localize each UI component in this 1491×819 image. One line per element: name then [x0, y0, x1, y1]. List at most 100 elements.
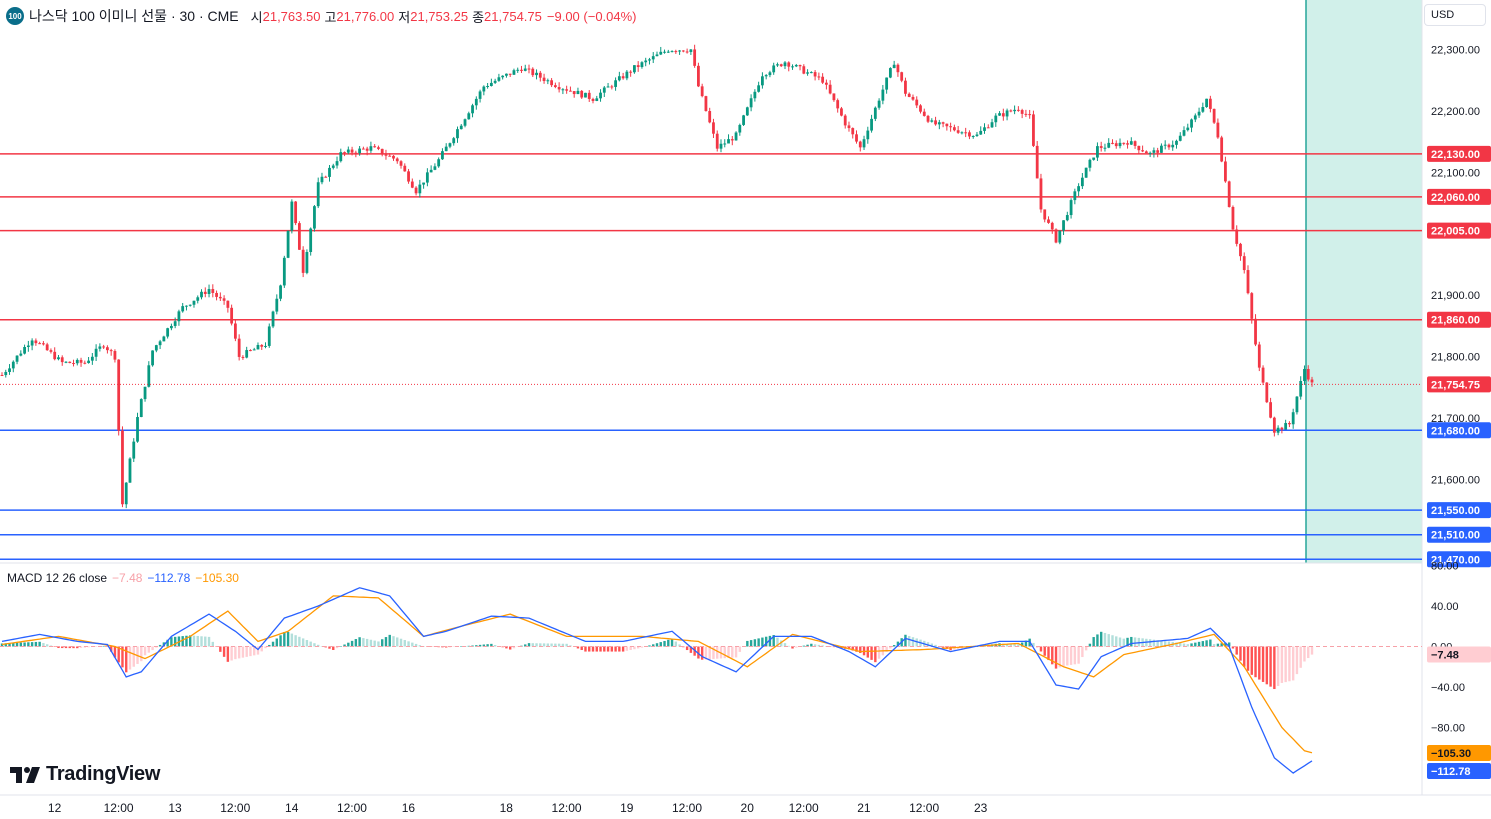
candle-body	[636, 65, 640, 68]
macd-hist-bar	[305, 640, 309, 647]
macd-hist-bar	[904, 634, 907, 647]
candle-body	[1137, 145, 1141, 151]
macd-hist-bar	[700, 646, 704, 660]
candle-body	[809, 72, 813, 74]
macd-hist-bar	[659, 642, 662, 647]
candle-body	[689, 49, 693, 52]
macd-hist-bar	[847, 646, 851, 650]
macd-hist-bar	[132, 646, 135, 667]
candle-body	[749, 98, 753, 108]
candle-body	[1212, 108, 1216, 123]
macd-hist-bar	[546, 643, 550, 647]
candle-body	[1096, 146, 1099, 158]
symbol-title[interactable]: 나스닥 100 이미니 선물 · 30 · CME	[29, 8, 239, 24]
macd-hist-bar	[1032, 642, 1035, 647]
candle-body	[1043, 209, 1047, 220]
level-label-bg	[1427, 526, 1491, 543]
macd-hist-bar	[94, 646, 98, 647]
macd-hist-bar	[908, 635, 911, 647]
candle-body	[941, 122, 945, 124]
price-tick-label: 21,700.00	[1431, 413, 1480, 425]
candle-body	[369, 146, 373, 151]
macd-hist-bar	[761, 637, 764, 647]
candle-body	[1160, 145, 1163, 153]
candle-body	[478, 91, 482, 99]
macd-hist-bar	[34, 641, 38, 647]
macd-hist-bar	[117, 646, 120, 663]
macd-hist-bar	[196, 635, 199, 647]
candle-body	[776, 64, 779, 66]
candle-body	[1163, 144, 1167, 146]
macd-hist-bar	[1307, 646, 1310, 659]
candle-body	[316, 182, 320, 207]
candle-body	[708, 111, 712, 123]
candle-body	[200, 291, 203, 298]
candle-body	[1235, 229, 1239, 244]
tradingview-logo[interactable]: TradingView	[10, 763, 160, 786]
candle-body	[75, 359, 79, 364]
macd-hist-bar	[595, 646, 598, 652]
macd-hist-bar	[1084, 646, 1088, 651]
macd-hist-bar	[79, 646, 83, 648]
macd-hist-bar	[45, 644, 49, 647]
candle-body	[331, 165, 335, 168]
candle-body	[979, 130, 983, 135]
macd-hist-bar	[350, 640, 354, 647]
candle-body	[448, 143, 452, 147]
candle-body	[94, 348, 98, 357]
macd-hist-bar	[889, 646, 892, 649]
macd-hist-bar	[1054, 646, 1058, 669]
macd-hist-bar	[294, 635, 297, 647]
candle-body	[282, 257, 286, 286]
macd-tick-label: −40.00	[1431, 682, 1465, 694]
time-tick-label: 21	[857, 801, 871, 815]
macd-hist-bar	[614, 646, 617, 652]
macd-hist-bar	[249, 646, 252, 657]
candle-body	[986, 127, 990, 129]
candle-body	[975, 134, 979, 136]
macd-hist-bar	[15, 642, 19, 647]
candle-body	[998, 113, 1001, 116]
candle-body	[373, 146, 377, 148]
macd-hist-bar	[689, 646, 693, 653]
candle-body	[45, 344, 49, 351]
macd-hist-bar	[648, 645, 651, 647]
symbol-badge[interactable]: 100	[6, 7, 24, 25]
macd-hist-bar	[1122, 638, 1125, 647]
macd-hist-bar	[1299, 646, 1302, 668]
open-value: 21,763.50	[262, 8, 321, 24]
macd-hist-bar	[19, 642, 23, 647]
macd-hist-bar	[264, 646, 267, 649]
macd-hist-bar	[1212, 644, 1216, 647]
low-label: 저	[398, 9, 411, 25]
candle-body	[1114, 143, 1118, 147]
macd-hist-bar	[467, 645, 470, 647]
macd-legend[interactable]: MACD 12 26 close −7.48 −112.78 −105.30	[7, 571, 239, 585]
change-value: −9.00 (−0.04%)	[546, 8, 637, 24]
candle-body	[572, 91, 576, 95]
macd-hist-bar	[192, 635, 196, 647]
macd-hist-bar	[508, 646, 512, 650]
candle-body	[87, 360, 90, 364]
candle-body	[147, 365, 151, 387]
candle-body	[26, 345, 30, 347]
macd-hist-bar	[399, 638, 403, 647]
candle-body	[648, 59, 651, 61]
macd-hist-bar	[260, 646, 263, 652]
candle-body	[730, 139, 734, 141]
candle-body	[557, 87, 561, 90]
level-label-bg	[1427, 188, 1491, 205]
macd-hist-bar	[580, 646, 583, 651]
candle-body	[885, 77, 889, 90]
macd-hist-bar	[1088, 643, 1092, 647]
currency-button[interactable]: USD	[1424, 4, 1486, 26]
macd-hist-bar	[268, 644, 271, 647]
macd-hist-bar	[354, 639, 358, 647]
candle-body	[742, 115, 745, 125]
macd-hist-bar	[584, 646, 587, 652]
level-label: 22,060.00	[1431, 192, 1480, 204]
macd-indicator-name[interactable]: MACD 12 26 close	[7, 571, 108, 585]
macd-hist-bar	[57, 646, 60, 649]
